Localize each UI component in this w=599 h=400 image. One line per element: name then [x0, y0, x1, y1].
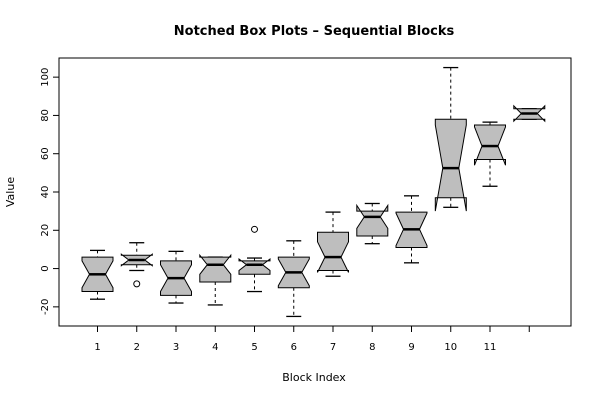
x-tick-label-1: 1	[94, 342, 100, 353]
x-tick-label-9: 9	[408, 342, 414, 353]
y-tick-label-0: 0	[40, 265, 51, 271]
outlier-5-1	[251, 225, 258, 233]
x-axis-label: Block Index	[282, 371, 346, 384]
x-tick-label-2: 2	[134, 342, 140, 353]
x-tick-label-5: 5	[251, 342, 257, 353]
y-tick-label-100: 100	[40, 68, 51, 87]
y-tick-label-40: 40	[40, 186, 51, 199]
x-tick-label-8: 8	[369, 342, 375, 353]
notched-box-8	[356, 203, 389, 237]
outlier-2-1	[133, 280, 141, 288]
x-tick-label-11: 11	[484, 342, 497, 353]
x-tick-label-7: 7	[330, 342, 336, 353]
y-tick-label--20: -20	[40, 299, 51, 315]
chart-title: Notched Box Plots – Sequential Blocks	[174, 24, 455, 39]
notched-box-5	[238, 257, 271, 275]
notched-box-4	[199, 253, 232, 283]
x-tick-label-3: 3	[173, 342, 179, 353]
y-tick-label-60: 60	[40, 147, 51, 160]
notched-box-7	[317, 231, 349, 273]
y-axis-label: Value	[4, 177, 17, 207]
x-tick-label-4: 4	[212, 342, 218, 353]
x-tick-label-10: 10	[444, 342, 457, 353]
y-tick-label-80: 80	[40, 109, 51, 122]
y-tick-label-20: 20	[40, 224, 51, 237]
notched-box-10	[434, 118, 467, 212]
x-tick-label-6: 6	[291, 342, 297, 353]
plot-area: -20 0 20 40 60 80 100 1 2 3 4 5 6 7 8 9 10 11	[40, 57, 572, 353]
